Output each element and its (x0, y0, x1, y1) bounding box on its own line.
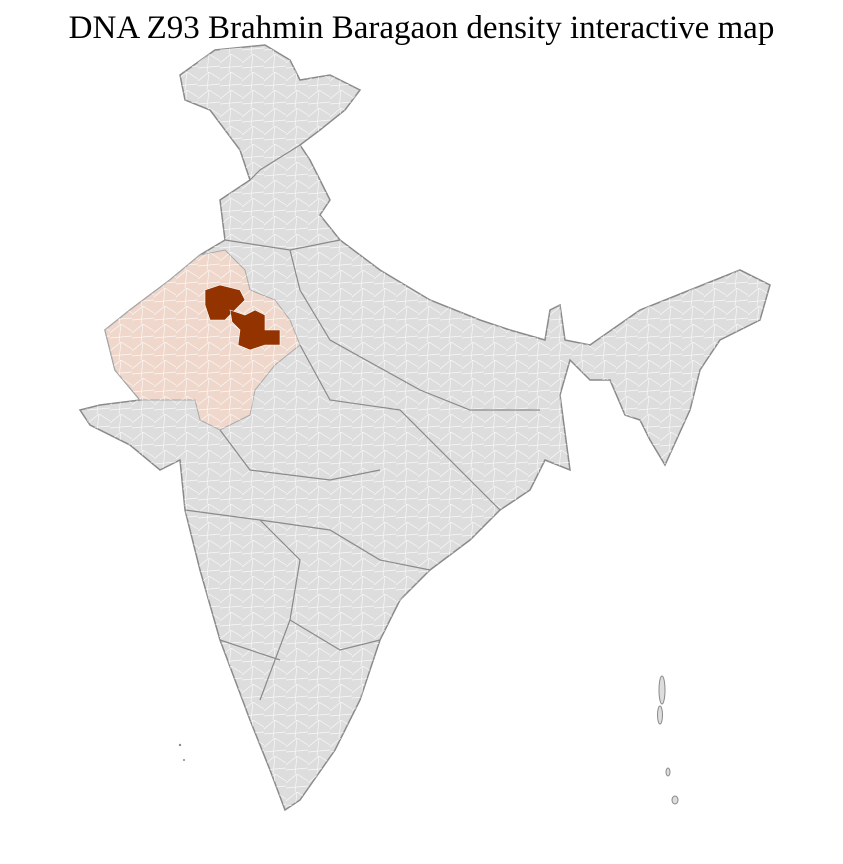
district-high-density-2[interactable] (229, 309, 281, 351)
map-title: DNA Z93 Brahmin Baragaon density interac… (68, 10, 775, 46)
lakshadweep-islands[interactable] (178, 743, 185, 761)
andaman-nicobar-islands[interactable] (657, 675, 679, 805)
state-borders (184, 144, 540, 701)
district-high-density-1[interactable] (204, 284, 246, 321)
region-rajasthan-district-lines (105, 250, 300, 430)
india-district-lines (80, 45, 770, 810)
